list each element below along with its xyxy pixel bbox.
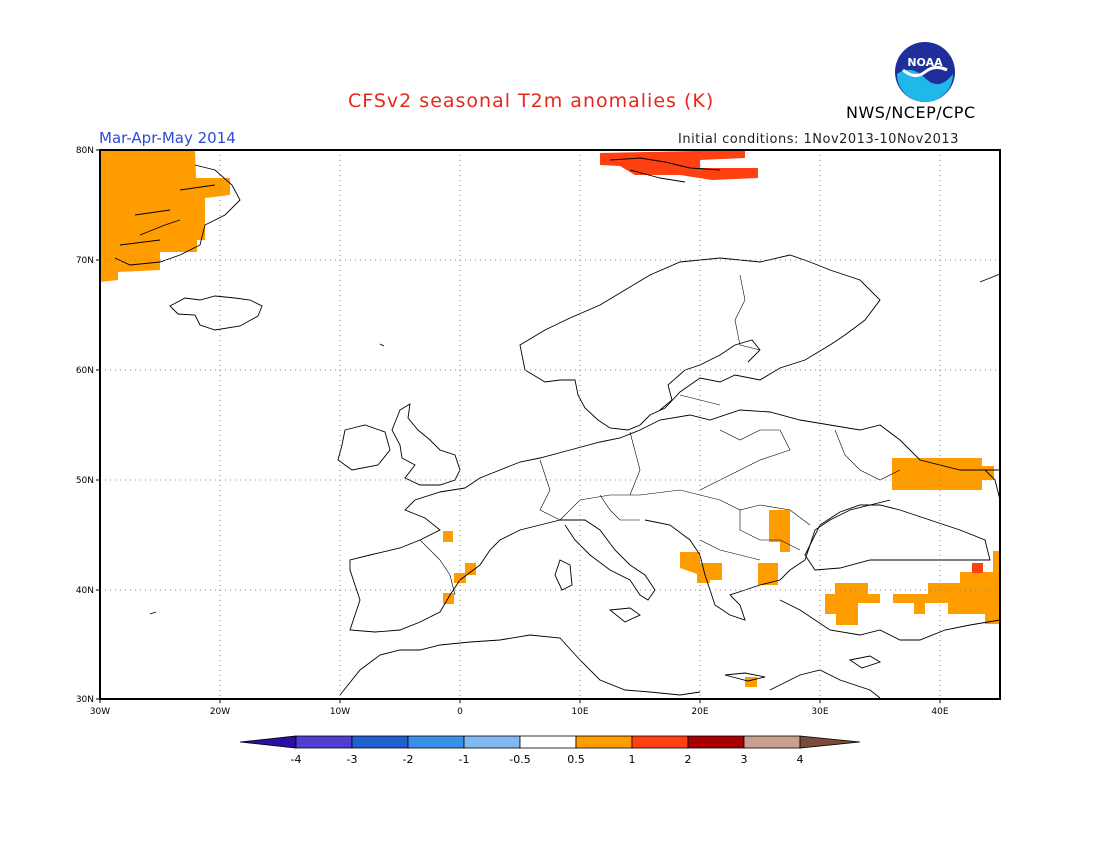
lat-label: 40N xyxy=(76,586,94,596)
colorbar-swatch xyxy=(575,735,633,749)
anomaly-region-crete xyxy=(745,677,757,687)
coastlines xyxy=(114,157,1000,699)
map-title: CFSv2 seasonal T2m anomalies (K) xyxy=(348,90,715,112)
colorbar-label: -2 xyxy=(403,753,414,766)
colorbar-label: 4 xyxy=(797,753,804,766)
colorbar-swatch xyxy=(295,735,353,749)
initial-conditions-label: Initial conditions: 1Nov2013-10Nov2013 xyxy=(678,132,959,147)
lon-label: 30W xyxy=(90,707,110,717)
colorbar-swatch xyxy=(799,735,861,749)
logo-text: NOAA xyxy=(907,56,943,69)
anomaly-region-greenland xyxy=(100,150,230,282)
colorbar-swatch xyxy=(351,735,409,749)
lon-label: 10W xyxy=(330,707,350,717)
lon-label: 20W xyxy=(210,707,230,717)
lon-label: 40E xyxy=(931,707,948,717)
colorbar xyxy=(239,735,861,749)
anomaly-shading xyxy=(100,150,1000,687)
colorbar-label: -4 xyxy=(291,753,302,766)
anomaly-region-russia xyxy=(892,458,982,490)
season-label: Mar-Apr-May 2014 xyxy=(99,129,236,147)
colorbar-label: 3 xyxy=(741,753,748,766)
colorbar-swatch xyxy=(239,735,297,749)
colorbar-label: -0.5 xyxy=(509,753,530,766)
lon-label: 20E xyxy=(691,707,708,717)
colorbar-label: -1 xyxy=(459,753,470,766)
lon-label: 30E xyxy=(811,707,828,717)
axis-ticks xyxy=(96,149,941,703)
anomaly-region-caucasus xyxy=(893,551,1000,624)
anomaly-region-balkans xyxy=(680,552,722,583)
colorbar-labels: -4 -3 -2 -1 -0.5 0.5 1 2 3 4 xyxy=(291,753,804,766)
anomaly-region-spain xyxy=(443,531,453,542)
lat-label: 50N xyxy=(76,476,94,486)
colorbar-swatch xyxy=(407,735,465,749)
colorbar-swatch xyxy=(519,735,577,749)
lon-label: 0 xyxy=(457,707,463,717)
agency-label: NWS/NCEP/CPC xyxy=(846,103,976,122)
colorbar-label: 2 xyxy=(685,753,692,766)
anomaly-region-bulgaria xyxy=(758,563,778,585)
noaa-logo: NOAA xyxy=(895,42,955,102)
colorbar-label: 1 xyxy=(629,753,636,766)
anomaly-region-turkey xyxy=(825,583,880,625)
lon-labels: 30W 20W 10W 0 10E 20E 30E 40E xyxy=(90,707,949,717)
colorbar-label: 0.5 xyxy=(567,753,585,766)
colorbar-swatch xyxy=(631,735,689,749)
lat-label: 30N xyxy=(76,695,94,705)
lat-lon-grid xyxy=(100,150,1000,699)
lon-label: 10E xyxy=(571,707,588,717)
country-borders xyxy=(419,274,901,596)
colorbar-label: -3 xyxy=(347,753,358,766)
map-frame xyxy=(99,149,1001,700)
colorbar-swatch xyxy=(687,735,745,749)
lat-label: 70N xyxy=(76,256,94,266)
colorbar-swatch xyxy=(743,735,801,749)
lat-label: 80N xyxy=(76,146,94,156)
anomaly-region-romania xyxy=(769,510,790,542)
lat-label: 60N xyxy=(76,366,94,376)
lat-labels: 80N 70N 60N 50N 40N 30N xyxy=(76,146,94,705)
colorbar-swatch xyxy=(463,735,521,749)
